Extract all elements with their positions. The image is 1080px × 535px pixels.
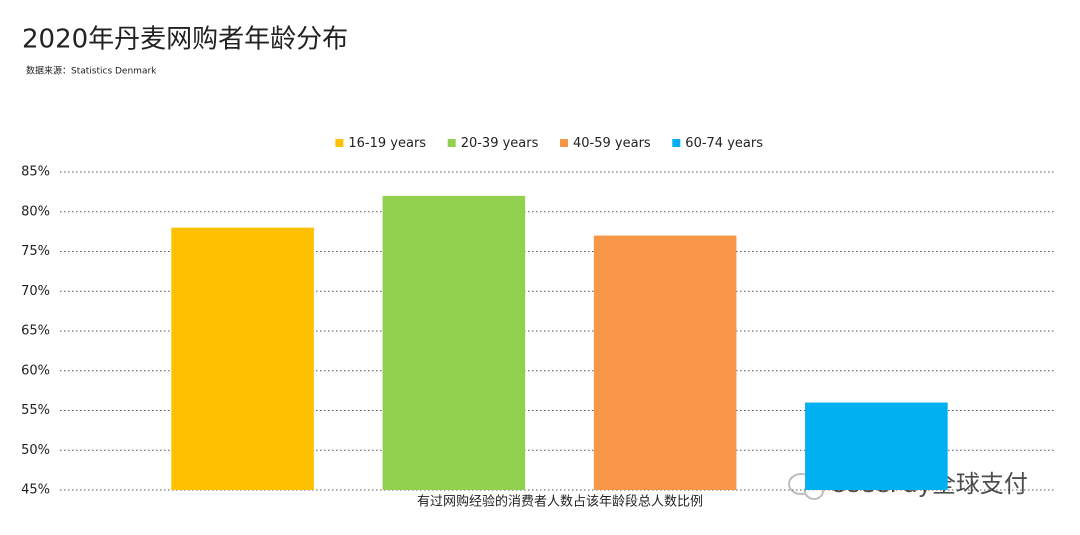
- y-tick-label: 50%: [21, 443, 50, 458]
- y-tick-label: 70%: [21, 284, 50, 299]
- bar: [593, 235, 737, 490]
- legend-label: 16-19 years: [348, 136, 426, 151]
- legend-swatch: [672, 139, 681, 147]
- y-tick-label: 65%: [21, 324, 50, 339]
- y-tick-label: 80%: [21, 204, 50, 219]
- y-tick-label: 55%: [21, 403, 50, 418]
- legend-swatch: [560, 139, 568, 147]
- bar: [805, 402, 948, 490]
- legend-swatch: [335, 139, 344, 147]
- y-tick-label: 45%: [21, 483, 50, 498]
- y-tick-label: 60%: [21, 363, 50, 378]
- bar: [171, 227, 314, 490]
- y-tick-label: 75%: [21, 244, 50, 259]
- legend-label: 60-74 years: [685, 136, 763, 151]
- chart-subtitle: 数据来源：Statistics Denmark: [26, 65, 157, 77]
- y-tick-label: 85%: [21, 165, 50, 180]
- chart-title: 2020年丹麦网购者年龄分布: [22, 25, 348, 55]
- legend-label: 20-39 years: [461, 136, 539, 151]
- legend-swatch: [447, 139, 456, 147]
- bar: [382, 195, 526, 490]
- x-axis-label: 有过网购经验的消费者人数占该年龄段总人数比例: [417, 494, 703, 510]
- legend-label: 40-59 years: [573, 136, 651, 151]
